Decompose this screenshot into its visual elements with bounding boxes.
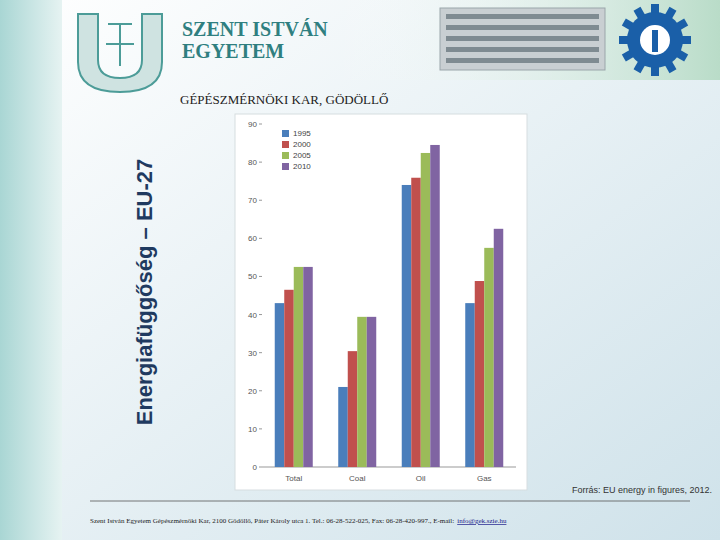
y-tick	[259, 238, 262, 239]
y-tick	[259, 276, 262, 277]
legend-label: 2000	[293, 140, 311, 149]
y-tick-label: 50	[248, 272, 257, 281]
building-windows	[446, 47, 599, 52]
university-name: EGYETEM	[182, 40, 284, 62]
bar	[275, 303, 285, 467]
y-tick-label: 20	[248, 387, 257, 396]
bar	[484, 248, 494, 467]
y-tick	[259, 314, 262, 315]
bar	[284, 290, 294, 467]
legend-label: 2010	[293, 162, 311, 171]
bar	[402, 185, 412, 467]
y-tick-label: 40	[248, 311, 257, 320]
footer: Szent István Egyetem Gépészmérnöki Kar, …	[90, 517, 507, 525]
footer-email[interactable]: info@gek.szie.hu	[457, 517, 507, 525]
bar	[465, 303, 475, 467]
legend-swatch	[282, 130, 289, 137]
x-tick-label: Coal	[349, 474, 366, 483]
bar	[430, 145, 440, 467]
faculty: GÉPÉSZMÉRNÖKI KAR, GÖDÖLLŐ	[180, 92, 388, 107]
bars	[275, 145, 504, 467]
logo	[78, 14, 162, 92]
y-tick	[259, 352, 262, 353]
x-tick-label: Gas	[477, 474, 492, 483]
header-band	[330, 0, 720, 80]
bar	[357, 317, 367, 467]
bar	[303, 267, 313, 467]
gear-mark	[652, 30, 658, 52]
legend-swatch	[282, 152, 289, 159]
side-band	[0, 0, 62, 540]
source: Forrás: EU energy in figures, 2012.	[572, 485, 712, 495]
y-tick-label: 90	[248, 120, 257, 129]
gear	[627, 12, 683, 68]
slide: SZENT ISTVÁNEGYETEM GÉPÉSZMÉRNÖKI KAR, GÖ…	[0, 0, 720, 540]
x-tick-label: Oil	[416, 474, 426, 483]
slide-title: Energiafüggőség – EU-27	[132, 159, 157, 426]
building-windows	[446, 14, 599, 19]
y-tick-label: 60	[248, 234, 257, 243]
y-tick	[259, 124, 262, 125]
chart-box	[235, 114, 527, 490]
bar	[475, 281, 485, 467]
bar	[367, 317, 377, 467]
gear-hole	[640, 25, 670, 55]
bar	[294, 267, 304, 467]
y-tick-label: 70	[248, 196, 257, 205]
y-tick-label: 30	[248, 349, 257, 358]
building-windows	[446, 58, 599, 63]
bar	[494, 229, 504, 467]
legend-swatch	[282, 163, 289, 170]
y-tick-label: 80	[248, 158, 257, 167]
legend-swatch	[282, 141, 289, 148]
background	[0, 0, 720, 540]
university-name: SZENT ISTVÁN	[182, 18, 328, 40]
legend-label: 1995	[293, 129, 311, 138]
y-tick	[259, 467, 262, 468]
y-tick	[259, 428, 262, 429]
y-tick	[259, 390, 262, 391]
bar	[411, 178, 421, 467]
x-tick-label: Total	[285, 474, 302, 483]
building	[440, 8, 605, 70]
y-tick-label: 10	[248, 425, 257, 434]
bar	[421, 153, 431, 467]
bar	[338, 387, 348, 467]
y-tick-label: 0	[253, 463, 258, 472]
legend-label: 2005	[293, 151, 311, 160]
bar	[348, 351, 358, 467]
building-windows	[446, 36, 599, 41]
y-tick	[259, 200, 262, 201]
logo-cross	[106, 24, 134, 66]
footer-text: Szent István Egyetem Gépészmérnöki Kar, …	[90, 517, 454, 525]
building-windows	[446, 25, 599, 30]
y-tick	[259, 162, 262, 163]
footer-rule	[90, 501, 690, 502]
